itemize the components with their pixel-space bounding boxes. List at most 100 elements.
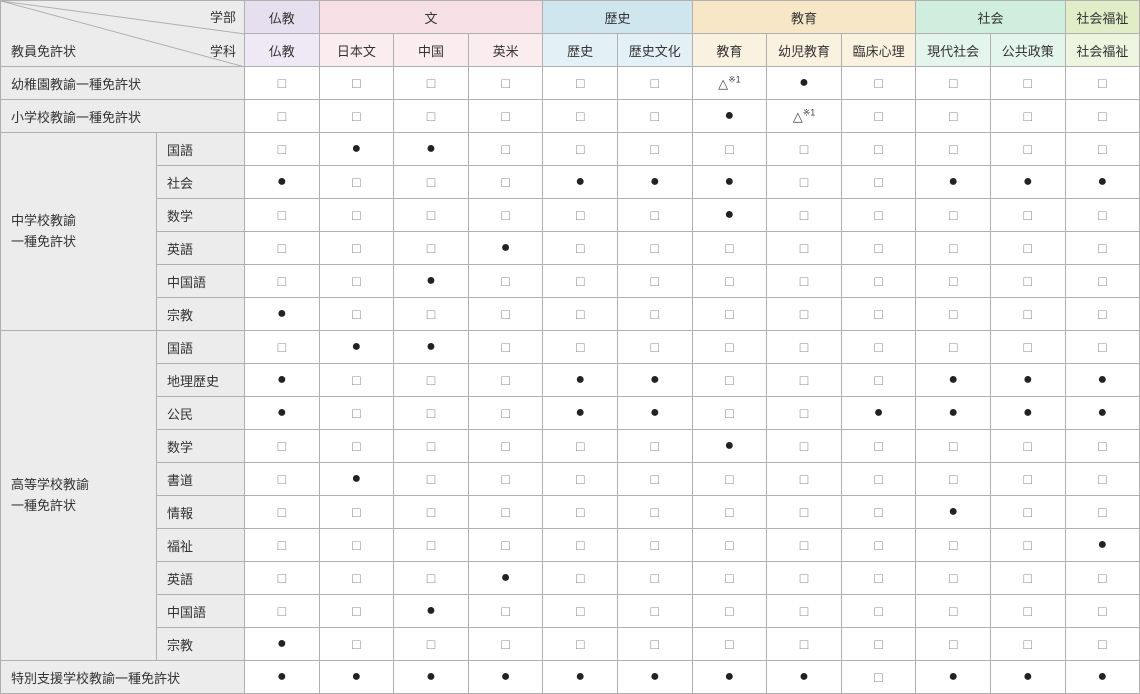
cell: □: [990, 199, 1065, 232]
table-row: 高等学校教諭 一種免許状国語□●●□□□□□□□□□: [1, 331, 1140, 364]
cell: □: [617, 265, 692, 298]
cell: ●: [1065, 661, 1140, 694]
cell: □: [1065, 562, 1140, 595]
table-row: 地理歴史●□□□●●□□□●●●: [1, 364, 1140, 397]
cell: □: [394, 628, 469, 661]
cell: ●: [692, 430, 767, 463]
row-sub-header: 国語: [157, 133, 245, 166]
cell: □: [841, 628, 916, 661]
cell: □: [617, 430, 692, 463]
cell: □: [543, 628, 618, 661]
cell: □: [990, 463, 1065, 496]
table-row: 宗教●□□□□□□□□□□□: [1, 298, 1140, 331]
cell: □: [543, 496, 618, 529]
cell: □: [767, 595, 842, 628]
faculty-header: 文: [319, 1, 543, 34]
cell: □: [394, 529, 469, 562]
cell: ●: [319, 133, 394, 166]
cell: □: [767, 265, 842, 298]
row-sub-header: 宗教: [157, 628, 245, 661]
cell: □: [543, 463, 618, 496]
cell: □: [617, 232, 692, 265]
row-sub-header: 英語: [157, 562, 245, 595]
cell: □: [916, 463, 991, 496]
cell: □: [543, 331, 618, 364]
cell: □: [394, 199, 469, 232]
cell: □: [841, 331, 916, 364]
cell: ●: [319, 331, 394, 364]
cell: □: [692, 529, 767, 562]
cell: □: [617, 595, 692, 628]
table-row: 情報□□□□□□□□□●□□: [1, 496, 1140, 529]
cell: □: [841, 661, 916, 694]
cell: □: [394, 298, 469, 331]
cell: □: [990, 595, 1065, 628]
cell: ●: [543, 166, 618, 199]
cell: ●: [1065, 364, 1140, 397]
cell: □: [319, 265, 394, 298]
cell: □: [1065, 628, 1140, 661]
faculty-header: 社会福祉: [1065, 1, 1140, 34]
cell: □: [841, 133, 916, 166]
cell: ●: [692, 199, 767, 232]
cell: ●: [468, 232, 543, 265]
table-row: 宗教●□□□□□□□□□□□: [1, 628, 1140, 661]
cell: ●: [245, 364, 320, 397]
cell: □: [1065, 595, 1140, 628]
cell: □: [692, 298, 767, 331]
cell: □: [543, 298, 618, 331]
cell: ●: [245, 661, 320, 694]
row-sub-header: 地理歴史: [157, 364, 245, 397]
cell: □: [916, 298, 991, 331]
row-sub-header: 公民: [157, 397, 245, 430]
cell: □: [841, 100, 916, 133]
cell: □: [468, 100, 543, 133]
department-header: 公共政策: [990, 34, 1065, 67]
cell: □: [1065, 199, 1140, 232]
cell: □: [468, 67, 543, 100]
table-row: 中国語□□●□□□□□□□□□: [1, 595, 1140, 628]
cell: ●: [245, 628, 320, 661]
cell: □: [468, 595, 543, 628]
corner-header: 学部学科教員免許状: [1, 1, 245, 67]
cell: □: [394, 397, 469, 430]
cell: □: [617, 100, 692, 133]
cell: ●: [916, 496, 991, 529]
faculty-header: 歴史: [543, 1, 692, 34]
cell: □: [767, 166, 842, 199]
cell: □: [468, 199, 543, 232]
row-sub-header: 英語: [157, 232, 245, 265]
row-sub-header: 書道: [157, 463, 245, 496]
cell: □: [841, 463, 916, 496]
cell: □: [767, 133, 842, 166]
cell: □: [319, 430, 394, 463]
cell: □: [692, 595, 767, 628]
cell: □: [245, 67, 320, 100]
cell: □: [394, 166, 469, 199]
cell: □: [394, 562, 469, 595]
cell: □: [468, 166, 543, 199]
cell: □: [841, 232, 916, 265]
department-header: 歴史文化: [617, 34, 692, 67]
cell: □: [394, 364, 469, 397]
cell: □: [319, 562, 394, 595]
table-row: 公民●□□□●●□□●●●●: [1, 397, 1140, 430]
cell: □: [767, 628, 842, 661]
cell: ●: [319, 661, 394, 694]
cell: □: [990, 298, 1065, 331]
cell: □: [245, 331, 320, 364]
row-sub-header: 国語: [157, 331, 245, 364]
department-header: 現代社会: [916, 34, 991, 67]
cell: ●: [245, 397, 320, 430]
cell: □: [319, 628, 394, 661]
cell: ●: [990, 364, 1065, 397]
department-header: 中国: [394, 34, 469, 67]
table-row: 福祉□□□□□□□□□□□●: [1, 529, 1140, 562]
row-sub-header: 社会: [157, 166, 245, 199]
cell: ●: [1065, 529, 1140, 562]
row-sub-header: 中国語: [157, 595, 245, 628]
table-row: 数学□□□□□□●□□□□□: [1, 430, 1140, 463]
cell: □: [319, 529, 394, 562]
cell: □: [692, 364, 767, 397]
cell: ●: [543, 661, 618, 694]
